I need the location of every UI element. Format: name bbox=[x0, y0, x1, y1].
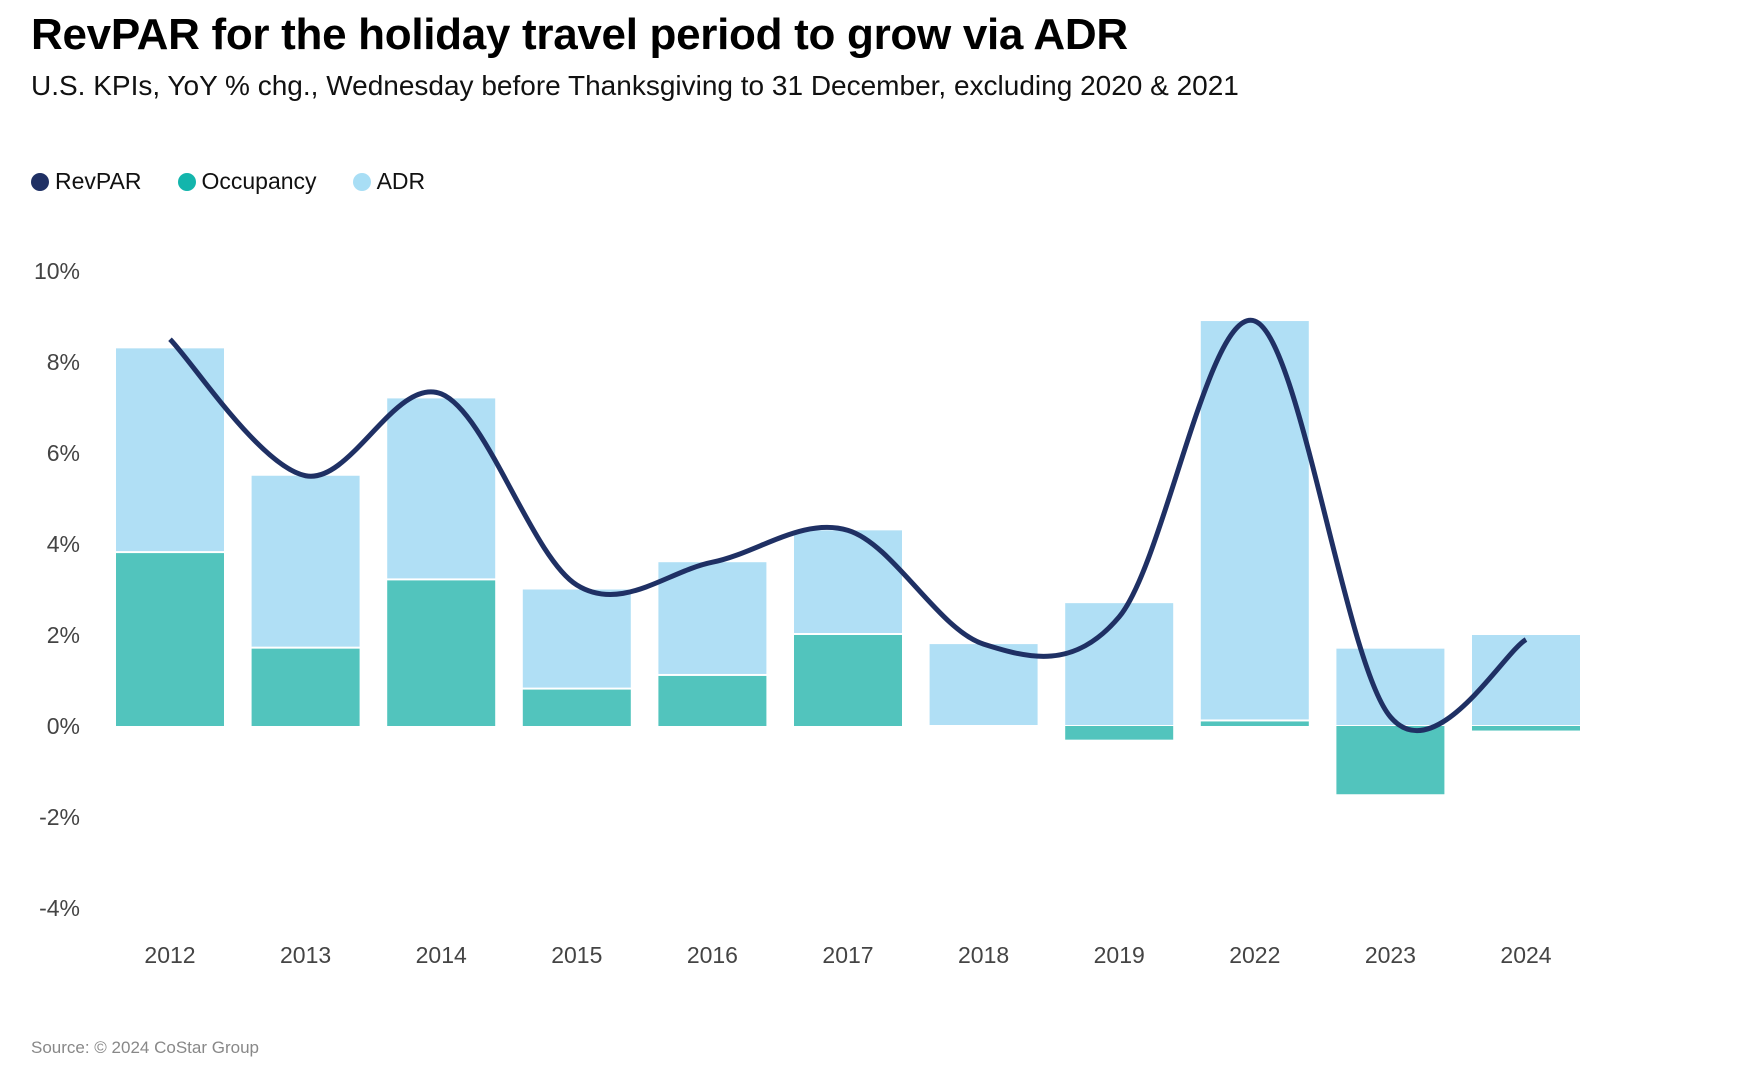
legend-dot-adr bbox=[352, 172, 371, 191]
x-tick-label: 2012 bbox=[144, 942, 195, 968]
occupancy-bar bbox=[522, 689, 631, 726]
occupancy-bar bbox=[1065, 726, 1174, 740]
x-tick-label: 2015 bbox=[551, 942, 602, 968]
legend-label-adr: ADR bbox=[376, 168, 426, 194]
adr-bar bbox=[658, 562, 767, 674]
occupancy-bar bbox=[251, 648, 360, 726]
source-note: Source: © 2024 CoStar Group bbox=[31, 1038, 259, 1057]
x-tick-label: 2019 bbox=[1094, 942, 1145, 968]
legend-dot-revpar bbox=[31, 172, 49, 191]
x-tick-label: 2018 bbox=[958, 942, 1009, 968]
legend-label-occupancy: Occupancy bbox=[201, 168, 317, 194]
adr-bar bbox=[794, 530, 902, 633]
x-tick-label: 2013 bbox=[280, 942, 331, 968]
adr-bar bbox=[1200, 321, 1309, 720]
x-tick-label: 2024 bbox=[1500, 942, 1551, 968]
occupancy-bar bbox=[794, 635, 902, 726]
adr-bar bbox=[387, 398, 496, 579]
y-tick-label: -2% bbox=[39, 804, 80, 830]
legend-item-occupancy[interactable]: Occupancy bbox=[177, 168, 317, 195]
y-tick-label: 4% bbox=[47, 531, 80, 557]
legend-label-revpar: RevPAR bbox=[55, 168, 142, 194]
legend-item-adr[interactable]: ADR bbox=[352, 168, 426, 195]
occupancy-bar bbox=[1336, 726, 1445, 795]
y-tick-label: 10% bbox=[34, 258, 80, 284]
adr-bar bbox=[1336, 648, 1445, 725]
revpar-line bbox=[168, 318, 1528, 734]
occupancy-bar bbox=[1472, 726, 1580, 731]
y-tick-label: 0% bbox=[47, 713, 80, 739]
occupancy-bar bbox=[658, 675, 767, 726]
occupancy-bar bbox=[116, 553, 224, 726]
adr-bar bbox=[929, 644, 1038, 725]
adr-bar bbox=[251, 475, 360, 647]
adr-bar bbox=[116, 348, 224, 552]
chart-title: RevPAR for the holiday travel period to … bbox=[31, 10, 1128, 59]
x-tick-label: 2016 bbox=[687, 942, 738, 968]
y-tick-label: 2% bbox=[47, 622, 80, 648]
occupancy-bar bbox=[1200, 721, 1309, 726]
adr-bar bbox=[522, 589, 631, 688]
y-tick-label: 8% bbox=[47, 349, 80, 375]
y-tick-label: 6% bbox=[47, 440, 80, 466]
legend-item-revpar[interactable]: RevPAR bbox=[31, 168, 142, 195]
x-tick-label: 2014 bbox=[416, 942, 467, 968]
x-tick-label: 2017 bbox=[822, 942, 873, 968]
x-tick-label: 2023 bbox=[1365, 942, 1416, 968]
occupancy-bar bbox=[387, 580, 496, 726]
legend: RevPAR Occupancy ADR bbox=[31, 168, 425, 195]
chart-subtitle: U.S. KPIs, YoY % chg., Wednesday before … bbox=[31, 70, 1239, 101]
x-tick-label: 2022 bbox=[1229, 942, 1280, 968]
adr-bar bbox=[1065, 603, 1174, 725]
y-tick-label: -4% bbox=[39, 895, 80, 921]
legend-dot-occupancy bbox=[177, 172, 196, 191]
